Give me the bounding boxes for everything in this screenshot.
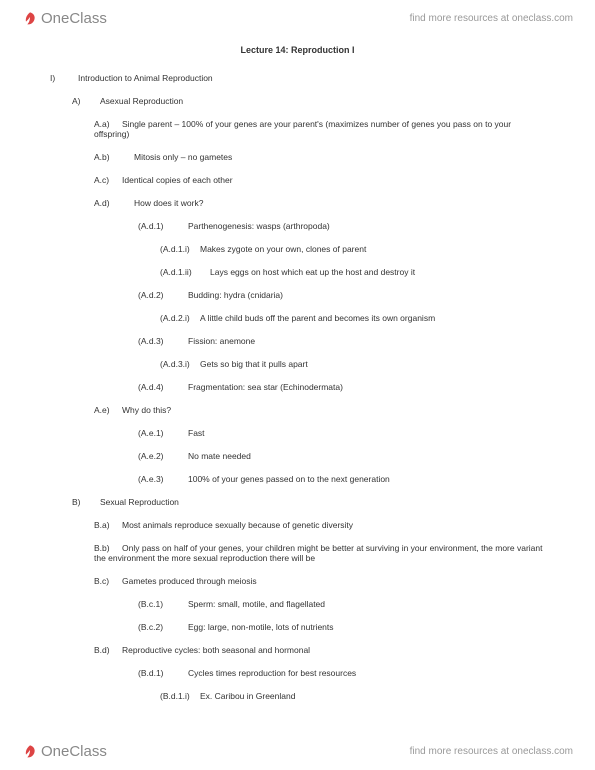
outline-row: A.b)Mitosis only – no gametes — [94, 152, 545, 162]
outline-text: Ex. Caribou in Greenland — [200, 691, 295, 701]
outline-text: Sexual Reproduction — [100, 497, 179, 507]
outline-bullet: (B.c.2) — [138, 622, 188, 632]
header-tagline: find more resources at oneclass.com — [410, 13, 573, 24]
outline-text: Budding: hydra (cnidaria) — [188, 290, 283, 300]
outline-text: Parthenogenesis: wasps (arthropoda) — [188, 221, 330, 231]
outline-text: Why do this? — [122, 405, 171, 415]
outline-bullet: (B.d.1.i) — [160, 691, 200, 701]
outline-bullet: (A.e.2) — [138, 451, 188, 461]
footer-brand-name: OneClass — [41, 743, 107, 760]
outline-row: (A.d.2.i)A little child buds off the par… — [160, 313, 545, 323]
outline-row: B.b)Only pass on half of your genes, you… — [94, 543, 545, 563]
outline-text: Mitosis only – no gametes — [134, 152, 232, 162]
leaf-icon — [22, 744, 38, 760]
outline-row: (A.e.2)No mate needed — [138, 451, 545, 461]
outline-row: (A.d.1)Parthenogenesis: wasps (arthropod… — [138, 221, 545, 231]
outline-bullet: I) — [50, 73, 78, 83]
outline-row: B)Sexual Reproduction — [72, 497, 545, 507]
outline-row: (B.d.1.i)Ex. Caribou in Greenland — [160, 691, 545, 701]
page-footer: OneClass find more resources at oneclass… — [0, 743, 595, 760]
outline-bullet: (A.e.1) — [138, 428, 188, 438]
outline-bullet: (A.d.3) — [138, 336, 188, 346]
outline-row: A)Asexual Reproduction — [72, 96, 545, 106]
outline-text: Asexual Reproduction — [100, 96, 183, 106]
outline-row: (A.d.3.i)Gets so big that it pulls apart — [160, 359, 545, 369]
outline-text: No mate needed — [188, 451, 251, 461]
outline-bullet: A.c) — [94, 175, 122, 185]
lecture-title: Lecture 14: Reproduction I — [50, 45, 545, 55]
outline-row: B.d)Reproductive cycles: both seasonal a… — [94, 645, 545, 655]
outline-row: A.a)Single parent – 100% of your genes a… — [94, 119, 545, 139]
outline-text: Identical copies of each other — [122, 175, 233, 185]
outline-text: Makes zygote on your own, clones of pare… — [200, 244, 366, 254]
outline-row: (A.e.3)100% of your genes passed on to t… — [138, 474, 545, 484]
outline-row: A.d)How does it work? — [94, 198, 545, 208]
outline-row: (A.d.1.i)Makes zygote on your own, clone… — [160, 244, 545, 254]
outline-bullet: A) — [72, 96, 100, 106]
outline-row: (A.d.3)Fission: anemone — [138, 336, 545, 346]
outline-row: (A.d.2)Budding: hydra (cnidaria) — [138, 290, 545, 300]
outline-row: (B.c.2)Egg: large, non-motile, lots of n… — [138, 622, 545, 632]
outline-container: I)Introduction to Animal ReproductionA)A… — [50, 73, 545, 701]
outline-bullet: (A.d.1.i) — [160, 244, 200, 254]
outline-row: I)Introduction to Animal Reproduction — [50, 73, 545, 83]
outline-row: A.c)Identical copies of each other — [94, 175, 545, 185]
outline-text: Gametes produced through meiosis — [122, 576, 257, 586]
outline-row: (A.e.1)Fast — [138, 428, 545, 438]
outline-text: Fragmentation: sea star (Echinodermata) — [188, 382, 343, 392]
brand-logo: OneClass — [22, 10, 107, 27]
outline-text: 100% of your genes passed on to the next… — [188, 474, 390, 484]
outline-bullet: A.d) — [94, 198, 134, 208]
outline-bullet: B.d) — [94, 645, 122, 655]
outline-text: Lays eggs on host which eat up the host … — [210, 267, 415, 277]
outline-bullet: (B.d.1) — [138, 668, 188, 678]
footer-tagline: find more resources at oneclass.com — [410, 746, 573, 757]
outline-bullet: (A.d.1) — [138, 221, 188, 231]
footer-brand-logo: OneClass — [22, 743, 107, 760]
page-header: OneClass find more resources at oneclass… — [0, 0, 595, 33]
outline-text: Gets so big that it pulls apart — [200, 359, 308, 369]
outline-bullet: (A.d.1.ii) — [160, 267, 210, 277]
outline-row: A.e)Why do this? — [94, 405, 545, 415]
outline-bullet: A.e) — [94, 405, 122, 415]
outline-text: Sperm: small, motile, and flagellated — [188, 599, 325, 609]
outline-bullet: B.c) — [94, 576, 122, 586]
document-content: Lecture 14: Reproduction I I)Introductio… — [0, 33, 595, 701]
leaf-icon — [22, 11, 38, 27]
outline-bullet: (B.c.1) — [138, 599, 188, 609]
outline-text: Fission: anemone — [188, 336, 255, 346]
outline-text: Single parent – 100% of your genes are y… — [94, 119, 511, 139]
outline-text: Most animals reproduce sexually because … — [122, 520, 353, 530]
outline-bullet: A.b) — [94, 152, 134, 162]
outline-bullet: B) — [72, 497, 100, 507]
outline-row: (B.c.1)Sperm: small, motile, and flagell… — [138, 599, 545, 609]
outline-bullet: (A.d.2.i) — [160, 313, 200, 323]
outline-bullet: (A.d.3.i) — [160, 359, 200, 369]
brand-name: OneClass — [41, 10, 107, 27]
outline-row: B.c)Gametes produced through meiosis — [94, 576, 545, 586]
outline-bullet: (A.d.4) — [138, 382, 188, 392]
outline-bullet: (A.d.2) — [138, 290, 188, 300]
outline-bullet: B.b) — [94, 543, 122, 553]
outline-row: (A.d.1.ii)Lays eggs on host which eat up… — [160, 267, 545, 277]
outline-text: Cycles times reproduction for best resou… — [188, 668, 356, 678]
outline-text: Egg: large, non-motile, lots of nutrient… — [188, 622, 334, 632]
outline-row: (B.d.1)Cycles times reproduction for bes… — [138, 668, 545, 678]
outline-bullet: B.a) — [94, 520, 122, 530]
outline-text: Reproductive cycles: both seasonal and h… — [122, 645, 310, 655]
outline-text: Fast — [188, 428, 205, 438]
outline-text: How does it work? — [134, 198, 203, 208]
outline-text: Only pass on half of your genes, your ch… — [94, 543, 543, 563]
outline-text: A little child buds off the parent and b… — [200, 313, 435, 323]
outline-text: Introduction to Animal Reproduction — [78, 73, 213, 83]
outline-row: (A.d.4)Fragmentation: sea star (Echinode… — [138, 382, 545, 392]
outline-bullet: (A.e.3) — [138, 474, 188, 484]
outline-row: B.a)Most animals reproduce sexually beca… — [94, 520, 545, 530]
outline-bullet: A.a) — [94, 119, 122, 129]
